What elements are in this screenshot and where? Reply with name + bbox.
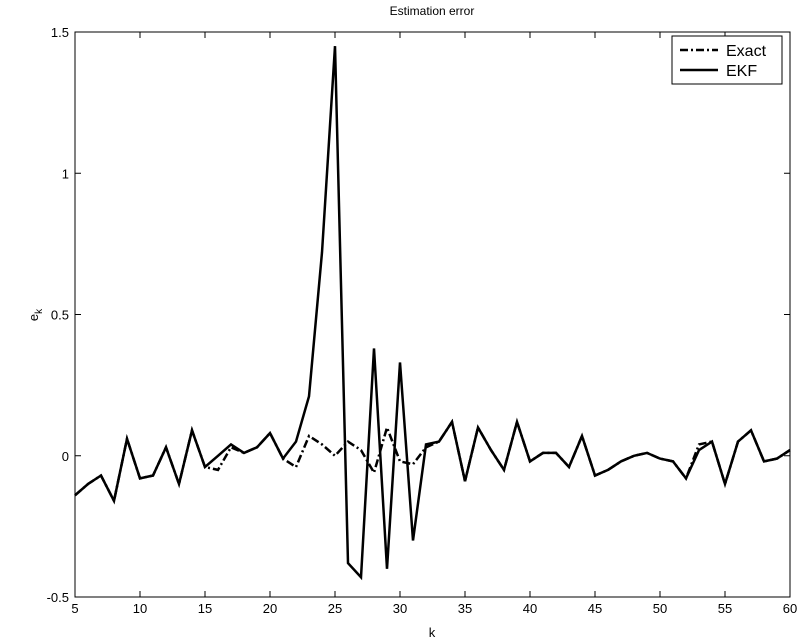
y-tick-label: -0.5 — [47, 590, 69, 605]
x-tick-label: 15 — [198, 601, 212, 616]
x-axis-label: k — [429, 625, 436, 640]
x-tick-label: 40 — [523, 601, 537, 616]
x-tick-label: 60 — [783, 601, 797, 616]
plot-area — [74, 31, 791, 598]
x-tick-label: 25 — [328, 601, 342, 616]
series-lines — [74, 46, 791, 581]
chart-title: Estimation error — [390, 4, 475, 18]
legend: Exact EKF — [671, 35, 783, 85]
x-tick-label: 55 — [718, 601, 732, 616]
series-line-ekf — [74, 46, 791, 581]
x-tick-label: 30 — [393, 601, 407, 616]
y-axis-ticks: -0.5 0 0.5 1 1.5 — [47, 25, 790, 605]
x-tick-label: 35 — [458, 601, 472, 616]
x-axis-ticks: 5 10 15 20 25 30 35 40 45 50 55 60 — [71, 32, 797, 616]
legend-label-ekf: EKF — [726, 63, 757, 80]
y-tick-label: 1 — [62, 166, 69, 181]
y-axis-label: ek — [26, 308, 45, 321]
legend-box — [671, 35, 783, 85]
x-tick-label: 50 — [653, 601, 667, 616]
legend-label-exact: Exact — [726, 43, 767, 60]
x-tick-label: 20 — [263, 601, 277, 616]
y-tick-label: 1.5 — [51, 25, 69, 40]
x-tick-label: 5 — [71, 601, 78, 616]
y-tick-label: 0 — [62, 449, 69, 464]
x-tick-label: 45 — [588, 601, 602, 616]
svg-text:ek: ek — [26, 308, 45, 321]
x-tick-label: 10 — [133, 601, 147, 616]
y-tick-label: 0.5 — [51, 308, 69, 323]
